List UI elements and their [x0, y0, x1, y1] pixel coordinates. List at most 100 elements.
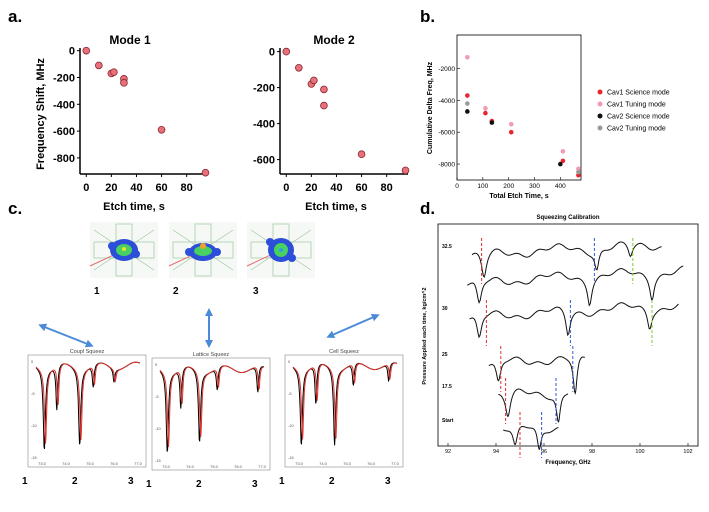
cumulative-point [508, 121, 514, 127]
mode2-xtick-label: 60 [355, 182, 367, 194]
sim-xtick-label: 73.0 [162, 464, 171, 469]
sim-xtick-label: 75.0 [86, 461, 95, 466]
mode2-ytick-label: 0 [269, 47, 275, 59]
sim-ytick-label: -5 [288, 391, 292, 396]
sim-xtick-label: 77.0 [134, 461, 143, 466]
cumulative-point [560, 158, 566, 164]
mode1-ytick-label: -600 [53, 126, 75, 138]
mode2-xlabel: Etch time, s [305, 201, 367, 213]
calibration-xtick-label: 102 [683, 449, 692, 455]
legend-marker [597, 101, 603, 107]
mode2-ytick-label: -200 [253, 83, 275, 95]
cumulative-point [576, 166, 581, 172]
mode2-xtick-label: 0 [283, 182, 289, 194]
legend-marker [597, 125, 603, 131]
sim-xtick-label: 73.0 [295, 461, 304, 466]
sim-ytick-label: -5 [31, 391, 35, 396]
sim-number-label: 1 [146, 479, 152, 490]
mode2-ytick-label: -600 [253, 155, 275, 167]
cumulative-xlabel: Total Etch Time, s [489, 193, 548, 200]
sim-xtick-label: 75.0 [210, 464, 219, 469]
calibration-xtick-label: 100 [635, 449, 644, 455]
legend-label: Cav1 Tuning mode [607, 102, 666, 109]
sim-xtick-label: 77.0 [258, 464, 267, 469]
cumulative-delta-chart: Cumulative Delta Freq, MHz Total Etch Ti… [427, 34, 670, 200]
sim-number-label: 1 [279, 476, 285, 487]
cumulative-ytick-label: -4000 [438, 98, 455, 105]
mode1-chart: Mode 1 Frequency Shift, MHz Etch time, s… [35, 33, 210, 213]
direction-arrow-left [38, 323, 94, 348]
cumulative-xtick-label: 0 [455, 183, 459, 190]
mode1-point [120, 79, 128, 87]
cumulative-point [465, 101, 470, 106]
calibration-title: Squeezing Calibration [536, 215, 599, 221]
legend-label: Cav1 Science mode [607, 90, 670, 97]
cumulative-point [465, 93, 470, 98]
sim-ytick-label: -15 [155, 458, 162, 463]
mode1-point [82, 46, 91, 55]
legend-marker [597, 113, 603, 119]
calibration-series-label: 25 [442, 352, 448, 358]
mode2-chart: Mode 2 Etch time, s 0 -200 -400 -600 0 20 40 60… [253, 33, 410, 213]
sim-title: Coupl Squeez [70, 349, 105, 355]
mode1-point [95, 61, 103, 70]
calibration-xtick-label: 92 [445, 449, 451, 455]
sim-number-label: 3 [385, 476, 391, 487]
calibration-ylabel: Pressure Applied each time, kg/cm^2 [422, 287, 428, 384]
direction-arrow-right [326, 313, 380, 339]
cumulative-point [558, 161, 563, 167]
sim-trace-squeezed [35, 361, 141, 444]
cumulative-ylabel: Cumulative Delta Freq, MHz [427, 61, 434, 154]
calibration-xtick-label: 98 [589, 449, 595, 455]
cumulative-point [560, 149, 566, 154]
cumulative-xtick-label: 100 [477, 183, 488, 190]
sim-xtick-label: 74.0 [186, 464, 195, 469]
panel-label-c: c. [8, 199, 22, 218]
mode2-xtick-label: 40 [330, 182, 342, 194]
cavity-field-image-3 [246, 222, 315, 278]
calibration-series-label: 30 [442, 306, 448, 312]
mode1-ytick-label: 0 [69, 46, 75, 58]
sim-ytick-label: -10 [31, 423, 38, 428]
mode1-point [157, 125, 166, 134]
sim-ytick-label: -15 [288, 455, 295, 460]
panel-label-a: a. [8, 7, 22, 26]
sim-frame [151, 357, 271, 471]
mode1-xtick-label: 60 [155, 182, 167, 194]
sim-number-label: 3 [128, 476, 134, 487]
mode1-ytick-label: -200 [53, 72, 75, 84]
calibration-trace [503, 426, 559, 450]
sim-frame [284, 354, 404, 468]
mode1-ylabel: Frequency Shift, MHz [35, 58, 47, 170]
mode2-point [320, 101, 328, 110]
calibration-xtick-label: 96 [541, 449, 547, 455]
sim-xtick-label: 77.0 [391, 461, 400, 466]
calibration-plot-frame [437, 223, 699, 447]
cavity-field-image-1 [89, 222, 158, 278]
mode2-point [320, 85, 328, 94]
sim-ytick-label: -5 [155, 394, 159, 399]
sim-ytick-label: -10 [288, 423, 295, 428]
legend-label: Cav2 Science mode [607, 114, 670, 121]
cumulative-point [576, 172, 581, 178]
mode2-xtick-label: 20 [305, 182, 317, 194]
sim-title: Lattice Squeez [193, 352, 230, 358]
mode2-point [282, 47, 291, 56]
cumulative-plot-frame [456, 34, 582, 181]
mode1-xtick-label: 40 [130, 182, 142, 194]
cumulative-ytick-label: -6000 [438, 130, 455, 137]
cumulative-xtick-label: 300 [529, 183, 540, 190]
panel-label-b: b. [420, 7, 435, 26]
sim-number-label: 3 [252, 479, 258, 490]
cumulative-point [576, 169, 581, 175]
sim-number-label: 2 [196, 479, 202, 490]
sim-xtick-label: 76.0 [367, 461, 376, 466]
sim-ytick-label: 0 [31, 359, 34, 364]
legend-marker [597, 89, 603, 95]
cumulative-point [465, 55, 470, 60]
mode1-xtick-label: 20 [105, 182, 117, 194]
